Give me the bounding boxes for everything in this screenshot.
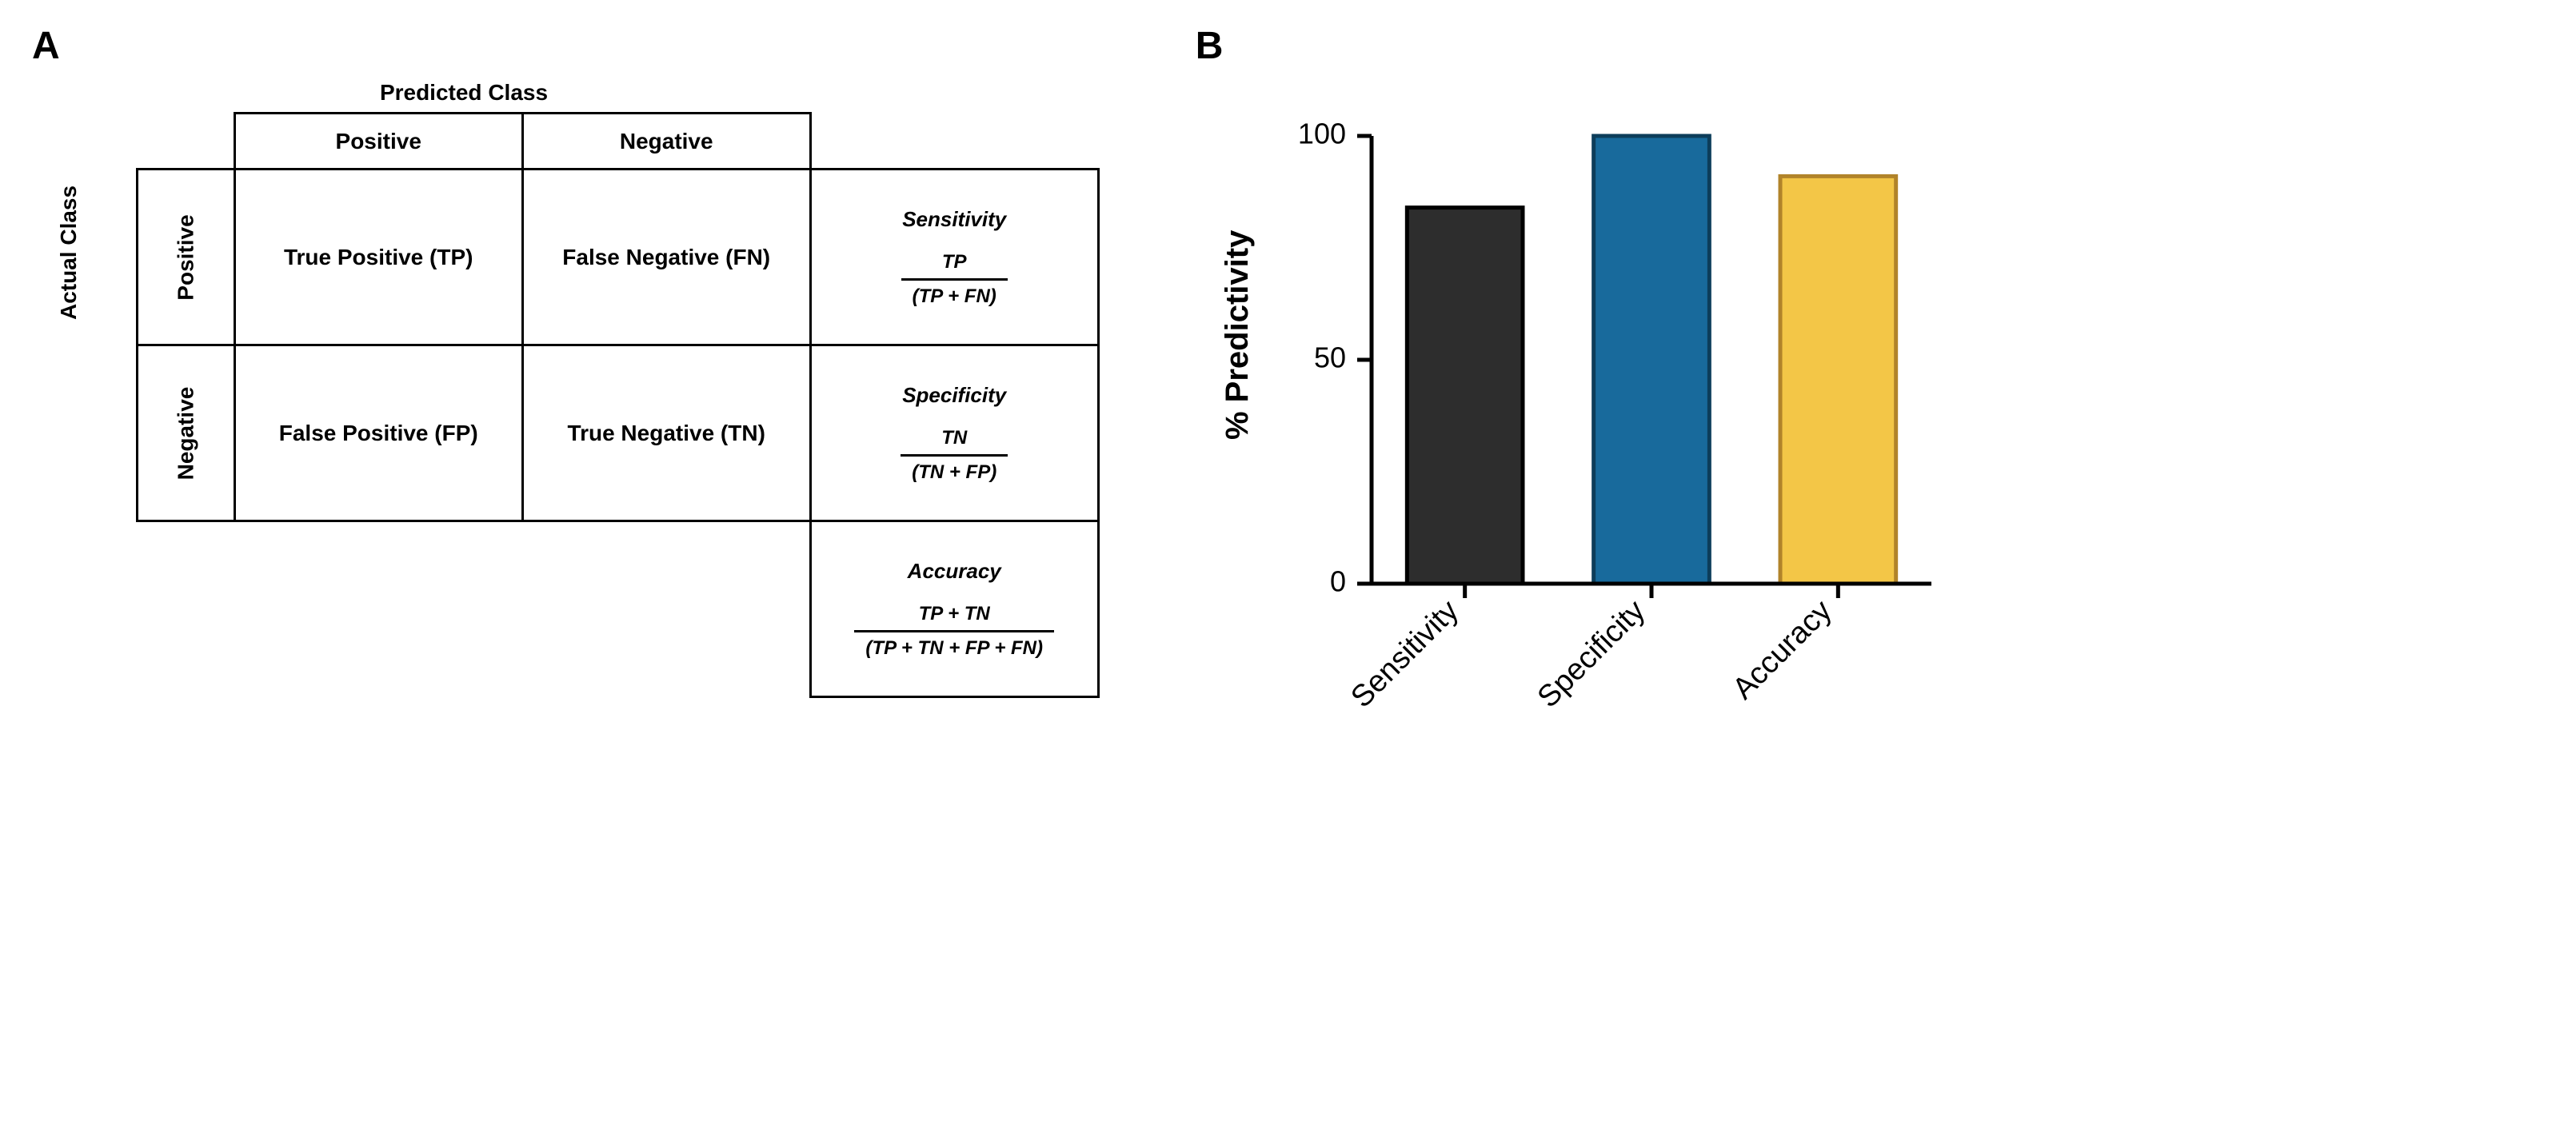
- panel-a: A Actual Class Predicted Class Positive …: [32, 32, 1100, 698]
- bar: [1593, 136, 1709, 584]
- metric-specificity: Specificity TN (TN + FP): [810, 345, 1098, 521]
- bar-chart: % Predictivity 050100SensitivitySpecific…: [1292, 120, 1947, 792]
- row-head-negative: Negative: [138, 345, 235, 521]
- metric-name: Accuracy: [820, 559, 1089, 584]
- cell-fp: False Positive (FP): [234, 345, 522, 521]
- y-tick-label: 0: [1330, 565, 1346, 598]
- x-category-label: Sensitivity: [1344, 594, 1465, 715]
- metric-formula: TN (TN + FP): [901, 427, 1008, 484]
- metric-formula: TP (TP + FN): [901, 251, 1008, 308]
- row-axis-title: Actual Class: [56, 186, 82, 320]
- metric-accuracy: Accuracy TP + TN (TP + TN + FP + FN): [810, 521, 1098, 697]
- confusion-matrix: Actual Class Predicted Class Positive Ne…: [136, 80, 1100, 698]
- bar-chart-svg: 0 50 100 Sensitivity Specificity Accuracy: [1292, 120, 1947, 792]
- y-tick-label: 50: [1314, 341, 1346, 374]
- cell-tp: True Positive (TP): [234, 170, 522, 345]
- metric-name: Specificity: [820, 383, 1089, 408]
- col-axis-title: Predicted Class: [176, 80, 752, 106]
- y-axis-label: % Predictivity: [1220, 230, 1256, 440]
- y-tick-label: 100: [1298, 120, 1346, 150]
- metric-name: Sensitivity: [820, 207, 1089, 232]
- cell-fn: False Negative (FN): [522, 170, 810, 345]
- col-head-negative: Negative: [522, 114, 810, 170]
- metric-sensitivity: Sensitivity TP (TP + FN): [810, 170, 1098, 345]
- x-category-label: Accuracy: [1726, 594, 1838, 706]
- col-head-positive: Positive: [234, 114, 522, 170]
- confusion-matrix-table: Positive Negative Positive True Positive…: [136, 112, 1100, 698]
- row-head-positive: Positive: [138, 170, 235, 345]
- bar: [1780, 176, 1896, 584]
- panel-b-label: B: [1196, 24, 1224, 68]
- x-category-label: Specificity: [1531, 594, 1651, 715]
- bar: [1407, 208, 1523, 584]
- metric-formula: TP + TN (TP + TN + FP + FN): [854, 603, 1054, 660]
- panel-a-label: A: [32, 24, 60, 68]
- cell-tn: True Negative (TN): [522, 345, 810, 521]
- panel-b: B % Predictivity 050100SensitivitySpecif…: [1196, 32, 1947, 792]
